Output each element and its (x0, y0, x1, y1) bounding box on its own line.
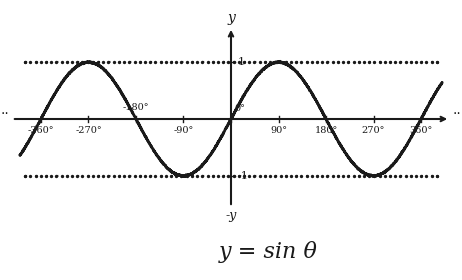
Text: 270°: 270° (362, 126, 385, 135)
Text: -270°: -270° (75, 126, 102, 135)
Text: ··: ·· (0, 108, 9, 122)
Text: -90°: -90° (173, 126, 194, 135)
Text: -180°: -180° (123, 103, 149, 112)
Text: -1: -1 (237, 171, 248, 181)
Text: ··: ·· (453, 108, 462, 122)
Text: 180°: 180° (315, 126, 338, 135)
Text: 0°: 0° (234, 104, 245, 113)
Text: 1: 1 (237, 57, 244, 67)
Text: 90°: 90° (270, 126, 287, 135)
Text: -y: -y (225, 209, 237, 222)
Text: y = sin θ: y = sin θ (219, 241, 317, 263)
Text: y: y (227, 11, 235, 25)
Text: 360°: 360° (409, 126, 433, 135)
Text: -360°: -360° (28, 126, 54, 135)
